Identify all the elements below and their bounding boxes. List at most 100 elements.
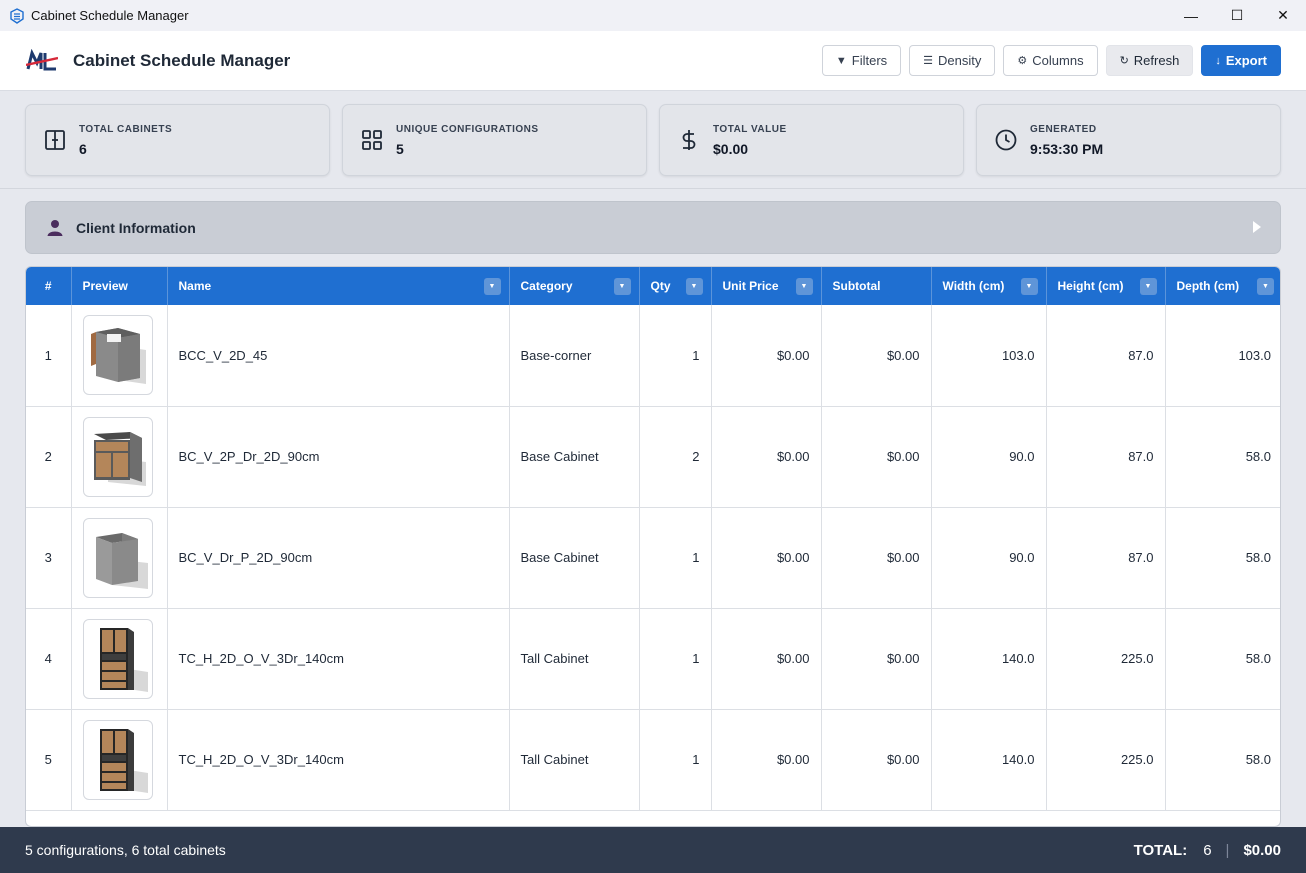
- cabinet-table: # Preview Name ▼ Category ▼ Qty ▼ Unit Pric…: [25, 266, 1281, 827]
- columns-button[interactable]: ⚙ Columns: [1003, 45, 1098, 76]
- row-subtotal: $0.00: [821, 406, 932, 508]
- row-preview: [71, 406, 168, 508]
- column-header-index[interactable]: #: [26, 267, 72, 305]
- row-depth: 58.0: [1165, 709, 1280, 811]
- client-information-toggle[interactable]: Client Information: [25, 201, 1281, 254]
- row-category: Tall Cabinet: [509, 608, 640, 710]
- stat-card-total-value: Total Value $0.00: [659, 104, 964, 176]
- table-row[interactable]: 2 BC_V_2P_Dr_2D_90cm Base Cabinet 2 $0.00 $0.…: [26, 406, 1280, 508]
- row-name: BC_V_2P_Dr_2D_90cm: [167, 406, 510, 508]
- stats-row: Total Cabinets 6 Unique Configurations 5…: [25, 104, 1281, 176]
- filter-icon: ▼: [835, 54, 847, 67]
- person-icon: [47, 219, 63, 236]
- clock-icon: [995, 129, 1017, 151]
- stat-label: Total Value: [713, 123, 787, 135]
- minimize-button[interactable]: —: [1184, 7, 1198, 24]
- app-header: Cabinet Schedule Manager ▼ Filters ☰ Den…: [0, 31, 1306, 91]
- window-title: Cabinet Schedule Manager: [31, 8, 189, 23]
- row-width: 103.0: [931, 305, 1047, 407]
- close-button[interactable]: ✕: [1277, 7, 1289, 23]
- row-name: BC_V_Dr_P_2D_90cm: [167, 507, 510, 609]
- row-height: 225.0: [1046, 709, 1166, 811]
- row-name: TC_H_2D_O_V_3Dr_140cm: [167, 709, 510, 811]
- status-footer: 5 configurations, 6 total cabinets TOTAL…: [0, 827, 1306, 873]
- cabinet-preview-image[interactable]: [82, 416, 153, 497]
- row-qty: 2: [639, 406, 712, 508]
- column-header-depth[interactable]: Depth (cm) ▼: [1165, 267, 1280, 305]
- cabinet-preview-image[interactable]: [82, 315, 153, 396]
- export-button[interactable]: ↓ Export: [1201, 45, 1281, 76]
- column-header-category[interactable]: Category ▼: [509, 267, 640, 305]
- total-value: $0.00: [1243, 841, 1281, 859]
- row-qty: 1: [639, 305, 712, 407]
- dropdown-icon[interactable]: ▼: [685, 278, 703, 295]
- row-unit-price: $0.00: [711, 709, 822, 811]
- row-width: 90.0: [931, 406, 1047, 508]
- app-icon: [10, 7, 24, 24]
- row-height: 87.0: [1046, 507, 1166, 609]
- table-header-row: # Preview Name ▼ Category ▼ Qty ▼ Unit Pric…: [26, 267, 1280, 305]
- total-quantity: 6: [1203, 841, 1212, 859]
- column-header-subtotal[interactable]: Subtotal: [821, 267, 932, 305]
- row-height: 87.0: [1046, 406, 1166, 508]
- row-name: BCC_V_2D_45: [167, 305, 510, 407]
- row-subtotal: $0.00: [821, 305, 932, 407]
- download-icon: ↓: [1215, 54, 1221, 67]
- stat-value: 9:53:30 PM: [1030, 140, 1104, 157]
- dollar-icon: [682, 130, 696, 150]
- app-name: Cabinet Schedule Manager: [73, 50, 291, 70]
- row-preview: [71, 608, 168, 710]
- column-header-width[interactable]: Width (cm) ▼: [931, 267, 1047, 305]
- refresh-label: Refresh: [1133, 53, 1180, 68]
- row-qty: 1: [639, 507, 712, 609]
- dropdown-icon[interactable]: ▼: [483, 278, 501, 295]
- dropdown-icon[interactable]: ▼: [1139, 278, 1157, 295]
- column-header-preview[interactable]: Preview: [71, 267, 168, 305]
- row-height: 87.0: [1046, 305, 1166, 407]
- table-row[interactable]: 3 BC_V_Dr_P_2D_90cm Base Cabinet 1 $0.00 $0.0…: [26, 507, 1280, 609]
- density-button[interactable]: ☰ Density: [909, 45, 996, 76]
- row-preview: [71, 507, 168, 609]
- table-row[interactable]: 4 TC_H_2D_O_V_3Dr_140cm Tall Cabinet 1 $0.00…: [26, 608, 1280, 710]
- dropdown-icon[interactable]: ▼: [1020, 278, 1038, 295]
- row-category: Base-corner: [509, 305, 640, 407]
- maximize-button[interactable]: ☐: [1230, 7, 1244, 23]
- row-subtotal: $0.00: [821, 608, 932, 710]
- footer-summary: 5 configurations, 6 total cabinets: [25, 842, 226, 858]
- stat-label: Generated: [1030, 123, 1097, 135]
- dropdown-icon[interactable]: ▼: [1257, 278, 1274, 295]
- cabinet-preview-image[interactable]: [82, 618, 153, 699]
- dropdown-icon[interactable]: ▼: [795, 278, 813, 295]
- cabinet-preview-image[interactable]: [82, 517, 153, 598]
- table-row[interactable]: 1 BCC_V_2D_45 Base-corner 1 $0.00 $0.00 103.0 8…: [26, 305, 1280, 407]
- column-header-qty[interactable]: Qty ▼: [639, 267, 712, 305]
- refresh-icon: ↻: [1119, 55, 1129, 67]
- row-unit-price: $0.00: [711, 608, 822, 710]
- row-index: 1: [26, 305, 72, 407]
- dropdown-icon[interactable]: ▼: [613, 278, 631, 295]
- client-information-label: Client Information: [76, 219, 196, 236]
- row-qty: 1: [639, 709, 712, 811]
- stat-label: Unique Configurations: [396, 123, 539, 135]
- divider: [0, 188, 1306, 189]
- filters-button[interactable]: ▼ Filters: [821, 45, 902, 76]
- cabinet-preview-image[interactable]: [82, 719, 153, 800]
- row-index: 3: [26, 507, 72, 609]
- row-width: 140.0: [931, 608, 1047, 710]
- column-header-height[interactable]: Height (cm) ▼: [1046, 267, 1166, 305]
- density-label: Density: [938, 53, 982, 68]
- column-header-name[interactable]: Name ▼: [167, 267, 510, 305]
- table-row[interactable]: 5 TC_H_2D_O_V_3Dr_140cm Tall Cabinet 1 $0.00…: [26, 709, 1280, 811]
- row-index: 5: [26, 709, 72, 811]
- row-index: 2: [26, 406, 72, 508]
- toolbar: ▼ Filters ☰ Density ⚙ Columns ↻ Refresh …: [821, 45, 1281, 76]
- row-unit-price: $0.00: [711, 507, 822, 609]
- footer-totals: TOTAL: 6 | $0.00: [1134, 827, 1281, 873]
- grid-icon: [362, 130, 382, 150]
- refresh-button[interactable]: ↻ Refresh: [1105, 45, 1194, 76]
- stat-card-generated: Generated 9:53:30 PM: [976, 104, 1281, 176]
- stat-card-unique-configurations: Unique Configurations 5: [342, 104, 647, 176]
- columns-label: Columns: [1032, 53, 1084, 68]
- column-header-unit-price[interactable]: Unit Price ▼: [711, 267, 822, 305]
- window-titlebar: Cabinet Schedule Manager — ☐ ✕: [0, 0, 1306, 31]
